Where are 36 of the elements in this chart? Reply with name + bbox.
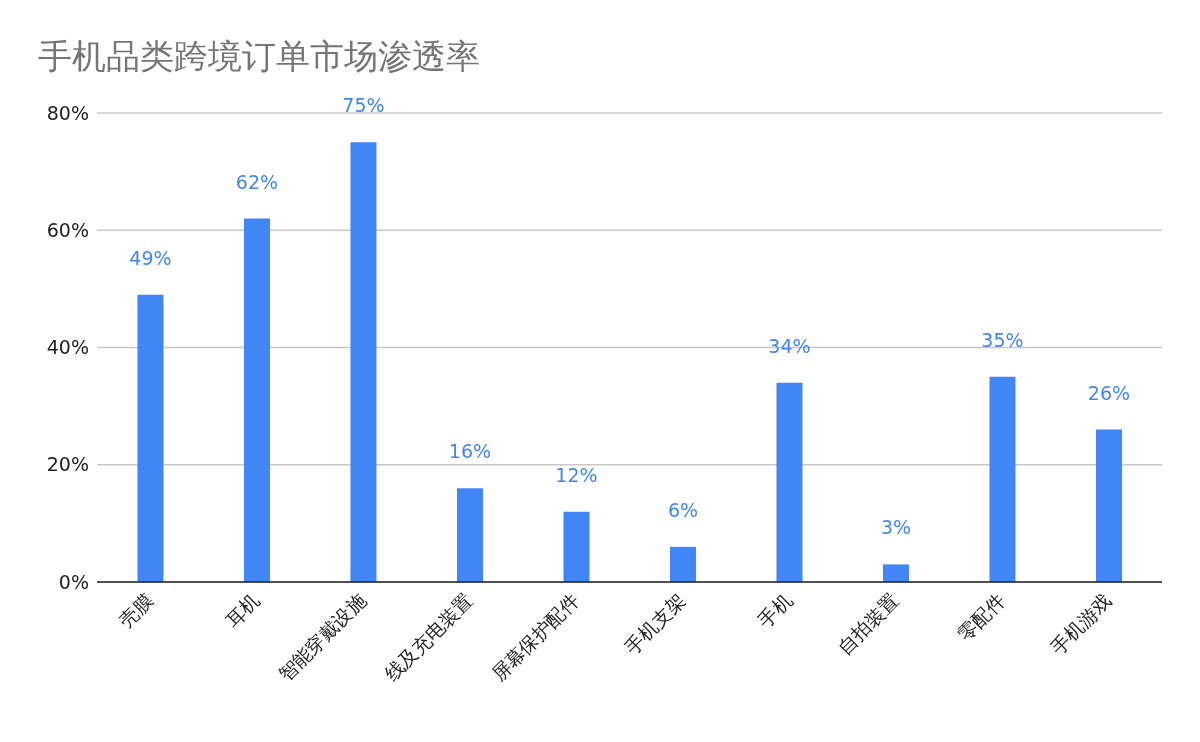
x-tick-label: 壳膜: [114, 589, 157, 632]
bar: [669, 546, 696, 582]
x-tick-label: 线及充电装置: [380, 589, 477, 686]
data-label: 49%: [129, 246, 172, 269]
bar: [456, 488, 483, 582]
bar: [350, 142, 377, 582]
bar: [137, 294, 164, 582]
y-tick-label: 80%: [46, 101, 89, 124]
chart-title: 手机品类跨境订单市场渗透率: [38, 35, 480, 78]
data-label: 16%: [448, 440, 492, 463]
data-label: 6%: [667, 498, 699, 521]
data-label: 26%: [1087, 381, 1131, 404]
bar: [776, 382, 803, 582]
bar: [243, 218, 270, 582]
x-tick-label: 自拍装置: [833, 589, 903, 659]
x-tick-label: 手机: [753, 589, 796, 632]
y-tick-label: 60%: [46, 218, 89, 241]
x-tick-label: 零配件: [953, 589, 1009, 646]
data-label: 3%: [880, 516, 912, 539]
bar: [882, 564, 909, 582]
y-tick-label: 40%: [46, 336, 89, 359]
bar: [989, 376, 1016, 582]
bar: [1095, 429, 1122, 582]
bar: [563, 511, 590, 582]
y-tick-label: 0%: [58, 570, 89, 593]
x-tick-label: 手机游戏: [1046, 589, 1116, 659]
x-tick-label: 耳机: [221, 589, 264, 632]
data-label: 75%: [342, 94, 385, 117]
data-label: 62%: [235, 170, 279, 193]
x-tick-label: 屏幕保护配件: [486, 589, 583, 686]
data-label: 34%: [768, 334, 811, 357]
x-tick-label: 手机支架: [620, 589, 690, 659]
y-tick-label: 20%: [46, 453, 89, 476]
x-tick-label: 智能穿戴设施: [273, 589, 370, 686]
data-label: 12%: [555, 463, 598, 486]
data-label: 35%: [981, 328, 1024, 351]
